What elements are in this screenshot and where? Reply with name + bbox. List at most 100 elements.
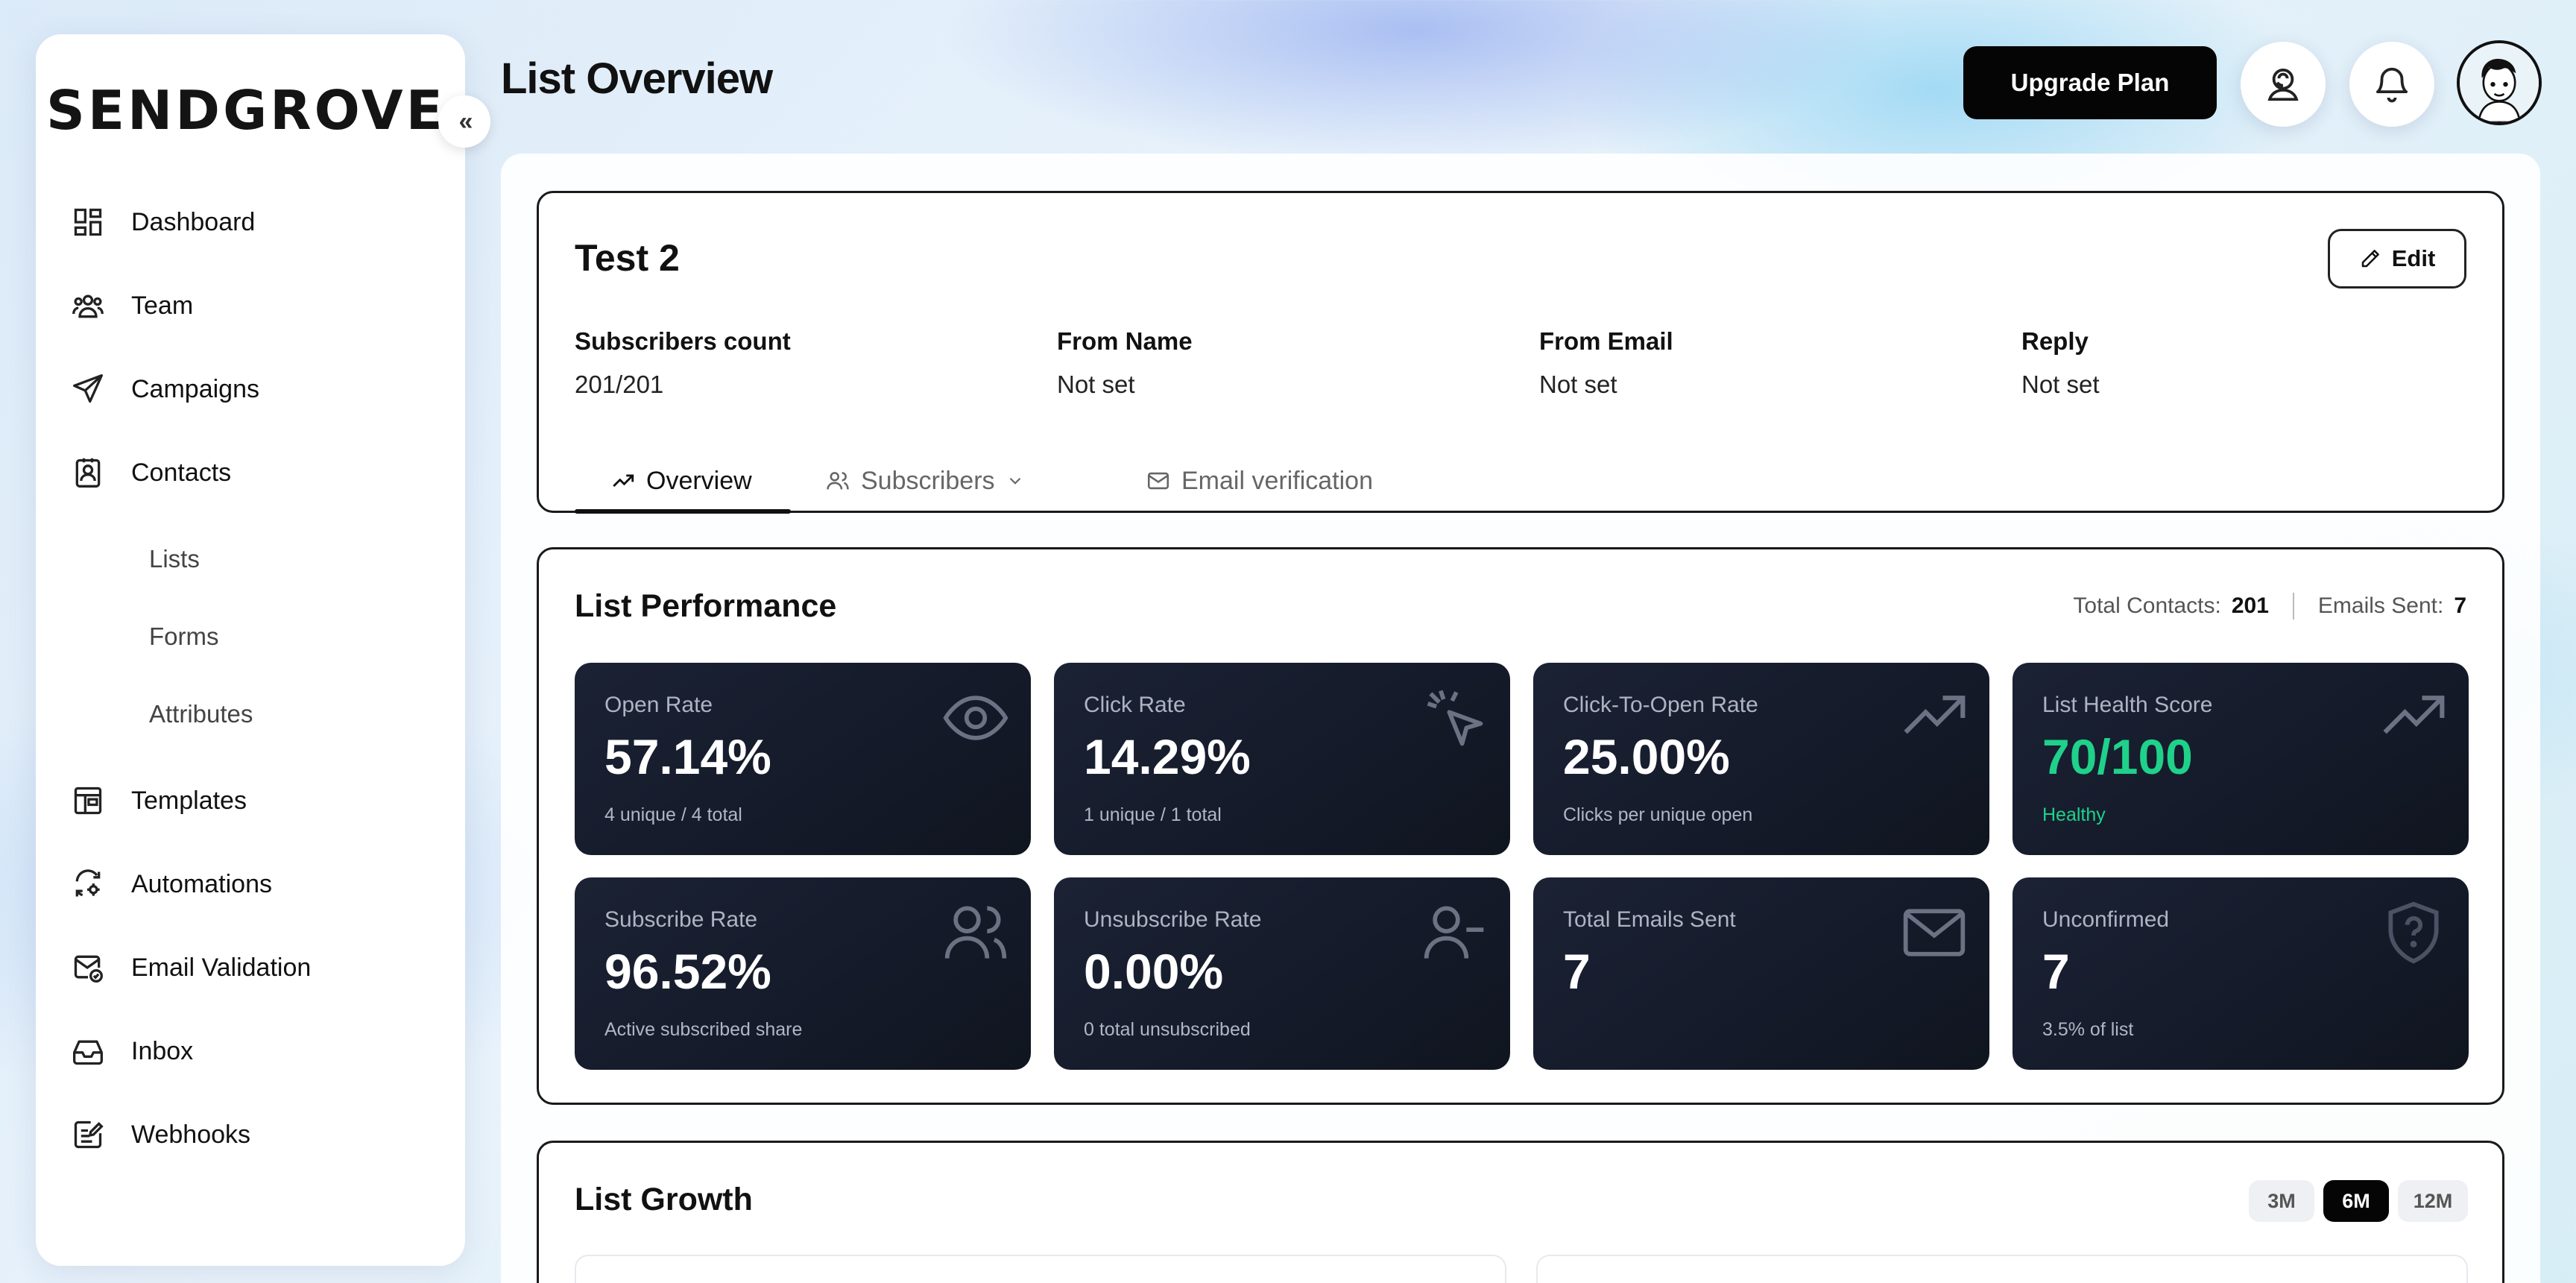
metric-label: List Health Score <box>2042 693 2213 717</box>
metric-card-list-health-score[interactable]: List Health Score 70/100 Healthy <box>2012 663 2469 855</box>
metric-card-total-emails-sent[interactable]: Total Emails Sent 7 <box>1533 877 1989 1070</box>
range-3m-button[interactable]: 3M <box>2249 1180 2314 1222</box>
metric-subtext: 4 unique / 4 total <box>604 804 742 825</box>
performance-summary: Total Contacts: 201 Emails Sent: 7 <box>2073 593 2466 620</box>
sidebar-subitem-forms[interactable]: Forms <box>149 622 219 650</box>
page-title: List Overview <box>501 54 773 103</box>
chevrons-left-icon: « <box>458 107 473 136</box>
metric-label: Click-To-Open Rate <box>1563 693 1758 717</box>
sidebar-item-inbox[interactable]: Inbox <box>72 1030 193 1072</box>
meta-value: 201/201 <box>575 371 664 398</box>
metric-label: Open Rate <box>604 693 713 717</box>
webhook-icon <box>72 1118 104 1151</box>
section-title: List Growth <box>575 1182 753 1217</box>
metric-label: Unsubscribe Rate <box>1084 907 1262 932</box>
metric-subtext: 1 unique / 1 total <box>1084 804 1222 825</box>
upgrade-plan-button[interactable]: Upgrade Plan <box>1963 46 2217 119</box>
metric-subtext: 3.5% of list <box>2042 1019 2134 1040</box>
sidebar-item-webhooks[interactable]: Webhooks <box>72 1114 250 1156</box>
meta-from-name: From Name Not set <box>1057 327 1193 399</box>
automation-icon <box>72 868 104 901</box>
list-growth-card: List Growth 3M 6M 12M <box>537 1141 2504 1283</box>
range-12m-button[interactable]: 12M <box>2398 1180 2468 1222</box>
growth-chart-panel <box>1536 1255 2468 1283</box>
pencil-icon <box>2361 250 2379 268</box>
sidebar-item-label: Email Validation <box>131 953 312 982</box>
users-icon <box>827 472 849 490</box>
sidebar-item-campaigns[interactable]: Campaigns <box>72 368 259 410</box>
trend-up-icon <box>1900 684 1969 752</box>
metric-value: 0.00% <box>1084 944 1224 999</box>
metric-card-click-to-open-rate[interactable]: Click-To-Open Rate 25.00% Clicks per uni… <box>1533 663 1989 855</box>
metric-subtext: Clicks per unique open <box>1563 804 1753 825</box>
metric-value: 96.52% <box>604 944 771 999</box>
user-avatar[interactable] <box>2457 40 2542 125</box>
metric-value: 7 <box>2042 944 2070 999</box>
template-icon <box>72 784 104 817</box>
edit-label: Edit <box>2391 245 2436 271</box>
metric-value: 7 <box>1563 944 1591 999</box>
meta-key: Reply <box>2021 327 2089 355</box>
tab-label: Overview <box>646 466 752 495</box>
active-tab-indicator <box>575 509 791 514</box>
metric-card-unconfirmed[interactable]: Unconfirmed 7 3.5% of list <box>2012 877 2469 1070</box>
inbox-icon <box>72 1035 104 1068</box>
sidebar-item-dashboard[interactable]: Dashboard <box>72 201 255 243</box>
sidebar-subitem-lists[interactable]: Lists <box>149 545 200 573</box>
avatar-illustration <box>2460 43 2539 122</box>
meta-key: Subscribers count <box>575 327 791 355</box>
brand-logo[interactable]: SENDGROVE <box>46 79 446 142</box>
meta-value: Not set <box>2021 371 2100 398</box>
total-contacts-value: 201 <box>2231 593 2269 618</box>
tab-overview[interactable]: Overview <box>610 447 752 515</box>
sidebar-item-label: Contacts <box>131 458 232 487</box>
support-button[interactable] <box>2241 42 2326 127</box>
sidebar-item-label: Dashboard <box>131 207 256 236</box>
contacts-icon <box>72 456 104 489</box>
sidebar-item-label: Inbox <box>131 1036 194 1065</box>
sidebar-item-automations[interactable]: Automations <box>72 863 272 905</box>
metric-card-subscribe-rate[interactable]: Subscribe Rate 96.52% Active subscribed … <box>575 877 1031 1070</box>
list-performance-card: List Performance Total Contacts: 201 Ema… <box>537 547 2504 1105</box>
sidebar-item-label: Webhooks <box>131 1120 251 1149</box>
meta-value: Not set <box>1057 371 1135 398</box>
team-icon <box>72 289 104 322</box>
sidebar-item-label: Campaigns <box>131 374 259 403</box>
sidebar <box>36 34 465 1266</box>
metric-subtext: 0 total unsubscribed <box>1084 1019 1251 1040</box>
tab-email-verification[interactable]: Email verification <box>1146 447 1373 515</box>
metric-label: Click Rate <box>1084 693 1186 717</box>
bell-icon <box>2375 67 2408 103</box>
health-status-label: Healthy <box>2042 804 2106 825</box>
metric-value: 70/100 <box>2042 729 2193 784</box>
mail-icon <box>1900 898 1969 967</box>
metric-card-open-rate[interactable]: Open Rate 57.14% 4 unique / 4 total <box>575 663 1031 855</box>
edit-list-button[interactable]: Edit <box>2328 229 2466 289</box>
meta-key: From Name <box>1057 327 1193 355</box>
sidebar-item-email-validation[interactable]: Email Validation <box>72 947 311 989</box>
sidebar-item-contacts[interactable]: Contacts <box>72 452 231 494</box>
meta-reply: Reply Not set <box>2021 327 2100 399</box>
sidebar-item-label: Automations <box>131 869 272 898</box>
metric-label: Subscribe Rate <box>604 907 758 932</box>
emails-sent-label: Emails Sent: <box>2317 593 2444 618</box>
shield-question-icon <box>2379 898 2448 967</box>
send-icon <box>72 373 104 406</box>
metric-card-click-rate[interactable]: Click Rate 14.29% 1 unique / 1 total <box>1054 663 1510 855</box>
metric-value: 14.29% <box>1084 729 1251 784</box>
sidebar-subitem-attributes[interactable]: Attributes <box>149 700 253 728</box>
dashboard-icon <box>72 206 104 239</box>
sidebar-item-team[interactable]: Team <box>72 285 193 327</box>
sidebar-item-templates[interactable]: Templates <box>72 780 247 822</box>
metric-card-unsubscribe-rate[interactable]: Unsubscribe Rate 0.00% 0 total unsubscri… <box>1054 877 1510 1070</box>
meta-subscribers-count: Subscribers count 201/201 <box>575 327 791 399</box>
sidebar-collapse-button[interactable]: « <box>438 95 490 148</box>
meta-key: From Email <box>1539 327 1673 355</box>
range-6m-button[interactable]: 6M <box>2323 1180 2389 1222</box>
chevron-down-icon <box>1009 477 1020 485</box>
eye-icon <box>941 684 1010 752</box>
sidebar-item-label: Templates <box>131 786 247 815</box>
notifications-button[interactable] <box>2349 42 2434 127</box>
tab-subscribers[interactable]: Subscribers <box>825 447 1025 515</box>
tab-label: Subscribers <box>861 466 995 495</box>
